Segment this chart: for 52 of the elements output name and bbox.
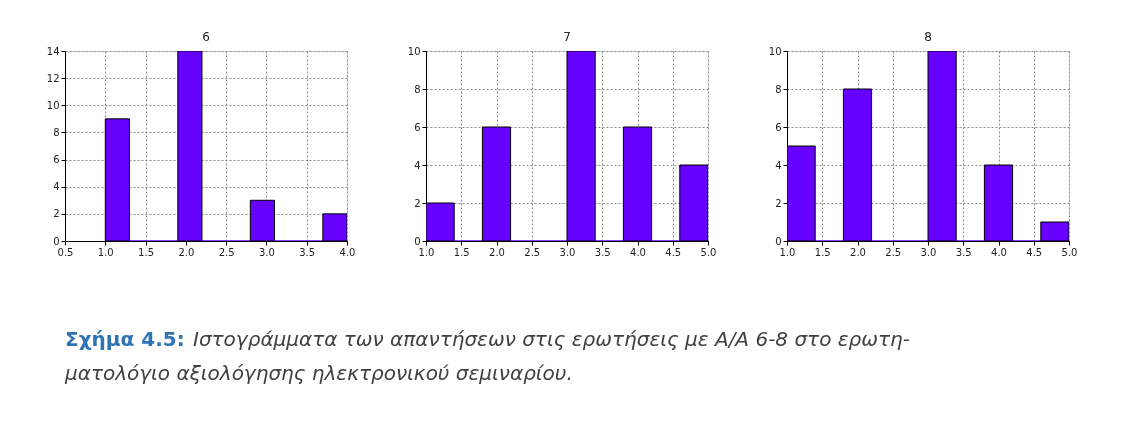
y-tick-label: 0 xyxy=(414,235,421,247)
x-tick-label: 5.0 xyxy=(1061,246,1078,258)
chart-title: 6 xyxy=(202,30,210,44)
x-tick-label: 1.0 xyxy=(779,246,796,258)
y-tick-label: 6 xyxy=(414,121,421,133)
y-tick-label: 8 xyxy=(414,83,421,95)
x-tick-label: 2.0 xyxy=(489,246,505,258)
y-tick-label: 2 xyxy=(775,197,782,209)
x-tick-label: 1.0 xyxy=(97,246,114,258)
x-tick-label: 2.0 xyxy=(178,246,195,258)
y-tick-label: 10 xyxy=(407,45,421,57)
x-tick-label: 3.5 xyxy=(955,246,972,258)
y-tick-label: 0 xyxy=(775,235,782,247)
x-tick-label: 2.5 xyxy=(885,246,902,258)
y-tick-label: 10 xyxy=(46,99,60,111)
x-tick-label: 3.0 xyxy=(559,246,576,258)
y-tick-label: 8 xyxy=(775,83,782,95)
text: Σχήμα 4.5: xyxy=(65,327,185,351)
chart-title: 7 xyxy=(563,30,571,44)
y-tick-label: 6 xyxy=(53,154,60,166)
x-tick-label: 4.0 xyxy=(991,246,1007,258)
y-tick-label: 10 xyxy=(768,45,782,57)
y-tick-label: 4 xyxy=(53,181,60,193)
y-tick-label: 8 xyxy=(53,126,60,138)
x-tick-label: 3.0 xyxy=(920,246,937,258)
x-tick-label: 3.0 xyxy=(258,246,275,258)
y-tick-label: 12 xyxy=(46,72,60,84)
x-tick-label: 4.5 xyxy=(1026,246,1043,258)
x-tick-label: 2.5 xyxy=(218,246,235,258)
y-tick-label: 0 xyxy=(53,235,60,247)
y-tick-label: 2 xyxy=(53,208,60,220)
x-tick-label: 0.5 xyxy=(57,246,74,258)
x-tick-label: 5.0 xyxy=(700,246,717,258)
y-tick-label: 2 xyxy=(414,197,421,209)
x-tick-label: 2.5 xyxy=(524,246,541,258)
y-tick-label: 6 xyxy=(775,121,782,133)
x-tick-label: 1.5 xyxy=(814,246,831,258)
x-tick-label: 1.5 xyxy=(453,246,470,258)
x-tick-label: 2.0 xyxy=(850,246,866,258)
y-tick-label: 14 xyxy=(46,45,60,57)
x-tick-label: 4.0 xyxy=(339,246,356,258)
x-tick-label: 3.5 xyxy=(299,246,316,258)
text: Ιστογράμματα των απαντήσεων στις ερωτήσεις με Α/Α 6-8 στο ερωτη- xyxy=(193,327,910,351)
text: ματολόγιο αξιολόγησης ηλεκτρονικού σεμιναρίου. xyxy=(64,361,573,385)
x-tick-label: 4.0 xyxy=(630,246,646,258)
chart-title: 8 xyxy=(924,30,932,44)
x-tick-label: 1.5 xyxy=(138,246,155,258)
x-tick-label: 1.0 xyxy=(418,246,435,258)
y-tick-label: 4 xyxy=(414,159,421,171)
x-tick-label: 4.5 xyxy=(665,246,682,258)
x-tick-label: 3.5 xyxy=(594,246,611,258)
y-tick-label: 4 xyxy=(775,159,782,171)
